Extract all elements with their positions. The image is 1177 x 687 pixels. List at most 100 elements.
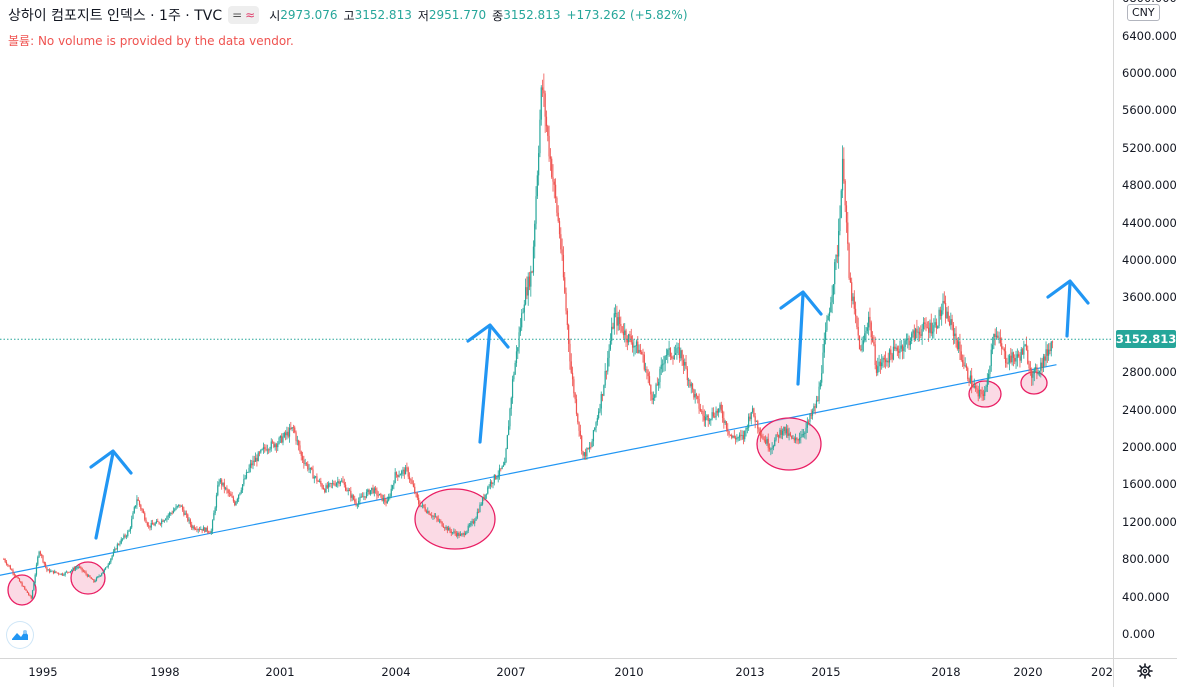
candle-body <box>345 484 347 491</box>
time-axis[interactable]: 1995 1998 2001 2004 2007 2010 2013 2015 2018 2020… <box>0 658 1113 687</box>
candle-body <box>158 521 160 524</box>
settings-gear-icon[interactable] <box>1137 663 1153 683</box>
candle-body <box>504 462 506 466</box>
candle-body <box>650 384 652 395</box>
candle-body <box>269 448 271 451</box>
candle-body <box>804 433 806 435</box>
candle-body <box>523 304 525 313</box>
candle-body <box>141 508 143 511</box>
candle-body <box>441 521 443 527</box>
candle-body <box>1040 362 1042 371</box>
candle-body <box>163 520 165 522</box>
price-chart[interactable] <box>0 0 1113 658</box>
candle-body <box>762 436 764 440</box>
candle-body <box>690 383 692 387</box>
candle-body <box>178 504 180 506</box>
candle-body <box>681 350 683 360</box>
candle-body <box>943 301 945 303</box>
candle-body <box>303 460 305 464</box>
candle-body <box>58 572 60 574</box>
candle-body <box>367 489 369 493</box>
candle-body <box>965 365 968 369</box>
candle-body <box>555 184 557 198</box>
candle-body <box>112 551 115 556</box>
up-arrow-annotation <box>779 290 823 386</box>
candle-body <box>969 375 971 383</box>
candle-body <box>675 353 677 355</box>
candle-body <box>1023 346 1025 355</box>
candle-body <box>416 493 418 498</box>
up-arrow-annotation <box>89 449 133 540</box>
candle-body <box>200 529 202 530</box>
candle-body <box>479 504 481 513</box>
candle-body <box>510 398 512 409</box>
candle-body <box>75 567 77 570</box>
candle-body <box>180 506 182 507</box>
candle-body <box>211 520 214 531</box>
candle-body <box>495 474 497 479</box>
candle-body <box>847 222 849 244</box>
last-price-tag: 3152.813 <box>1115 330 1177 349</box>
candle-body <box>881 362 883 367</box>
series-toggle[interactable]: = ≈ <box>228 6 260 24</box>
candle-body <box>780 429 782 435</box>
candle-body <box>834 262 836 285</box>
candle-body <box>497 475 499 478</box>
candle-body <box>290 427 292 430</box>
candle-body <box>39 551 41 555</box>
price-axis[interactable]: 0.000 400.000 800.000 1200.000 1600.000 2000.… <box>1113 0 1177 658</box>
candle-body <box>898 350 900 353</box>
candle-body <box>861 344 863 351</box>
candle-body <box>677 347 679 349</box>
candle-body <box>431 515 433 517</box>
candle-body <box>18 578 21 582</box>
candle-body <box>526 287 528 296</box>
candle-body <box>575 399 578 414</box>
candle-body <box>502 465 505 467</box>
candle-body <box>571 372 574 380</box>
candle-body <box>1007 362 1009 364</box>
candle-body <box>714 416 716 418</box>
time-tick-label: 2004 <box>381 665 411 679</box>
candle-body <box>574 393 576 400</box>
candle-body <box>994 333 996 337</box>
candle-body <box>249 463 251 468</box>
candle-body <box>412 483 415 487</box>
candle-body <box>858 335 861 350</box>
time-tick-label: 2013 <box>735 665 765 679</box>
candle-body <box>80 567 82 568</box>
candle-body <box>1020 349 1022 361</box>
candle-body <box>360 496 362 498</box>
tradingview-logo-icon[interactable] <box>7 622 33 648</box>
candle-body <box>42 555 44 562</box>
candle-body <box>883 357 885 360</box>
candle-body <box>38 551 40 558</box>
candle-body <box>827 315 829 321</box>
candle-body <box>935 322 938 329</box>
candle-body <box>663 363 665 365</box>
candle-body <box>329 483 331 484</box>
candle-body <box>821 373 823 383</box>
candle-body <box>217 485 219 496</box>
candle-body <box>94 580 96 582</box>
price-tick-label: 4400.000 <box>1122 215 1177 230</box>
candle-body <box>914 328 917 340</box>
candle-body <box>648 376 651 385</box>
candle-body <box>664 356 666 364</box>
low-value: 2951.770 <box>428 8 487 22</box>
candle-body <box>547 126 549 136</box>
currency-badge[interactable]: CNY <box>1127 4 1160 21</box>
candle-body <box>24 586 26 589</box>
candle-body <box>724 421 726 423</box>
symbol-title[interactable]: 상하이 컴포지트 인덱스 · 1주 · TVC <box>8 8 223 24</box>
candle-body <box>201 529 203 531</box>
candle-body <box>615 312 617 314</box>
candle-body <box>904 340 906 347</box>
candle-body <box>929 322 931 333</box>
candle-body <box>50 570 52 573</box>
candle-body <box>911 333 913 342</box>
up-arrow-annotation <box>1046 279 1090 338</box>
candle-body <box>732 435 734 438</box>
candle-body <box>1036 367 1038 374</box>
candle-body <box>243 478 245 485</box>
